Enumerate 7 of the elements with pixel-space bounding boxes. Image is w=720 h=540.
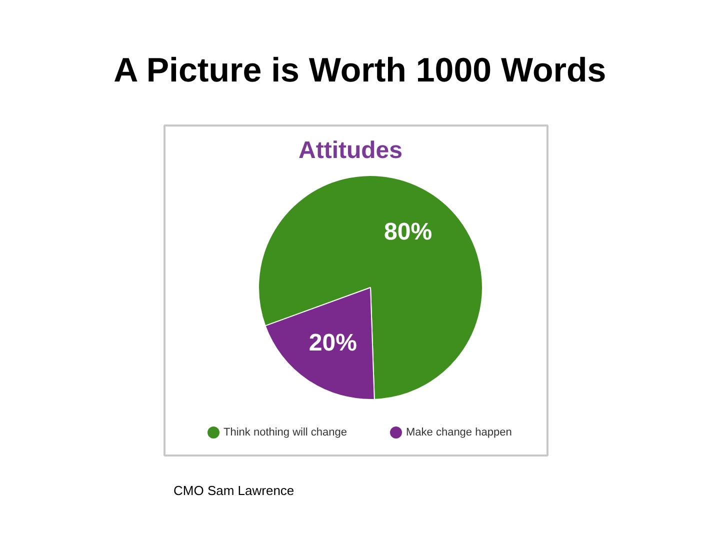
data-label: 80%: [384, 218, 432, 246]
text: CMO Sam Lawrence: [174, 483, 294, 498]
legend-label: Think nothing will change: [224, 426, 348, 438]
chart-title: A Picture is Worth 1000 Words: [114, 52, 606, 90]
legend-label: Make change happen: [406, 426, 512, 438]
data-label: 20%: [308, 330, 357, 357]
chart-subtitle: Attitudes: [298, 137, 403, 164]
